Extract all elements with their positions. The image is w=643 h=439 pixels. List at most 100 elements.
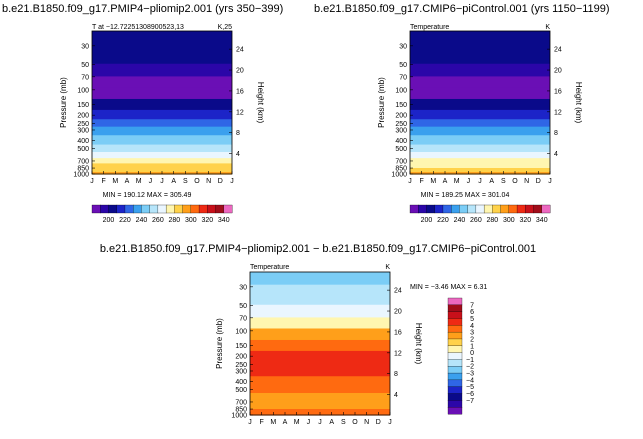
colorbar-swatch	[447, 331, 463, 340]
colorbar-swatch	[459, 204, 469, 214]
pressure-tick-label: 50	[399, 62, 407, 69]
band-150mb	[410, 98, 550, 111]
colorbar-label: 340	[536, 217, 548, 224]
y-axis-label: Pressure (mb)	[377, 77, 386, 128]
colorbar-swatch	[533, 204, 543, 214]
colorbar-label: 6	[470, 309, 474, 316]
height-tick-label: 12	[236, 109, 244, 116]
band-20mb	[250, 272, 390, 286]
colorbar-swatch	[124, 204, 134, 214]
colorbar-swatch	[447, 297, 463, 306]
colorbar-swatch	[434, 204, 444, 214]
height-tick-label: 4	[554, 151, 558, 158]
band-200mb	[410, 109, 550, 120]
colorbar-swatch	[198, 204, 208, 214]
month-tick-label: J	[467, 178, 471, 185]
band-60mb	[92, 63, 232, 78]
colorbar-label: 300	[503, 217, 515, 224]
month-tick-label: A	[329, 419, 334, 426]
colorbar-label: 200	[421, 217, 433, 224]
month-tick-label: D	[376, 419, 381, 426]
band-40mb	[92, 43, 232, 65]
colorbar-label: 3	[470, 330, 474, 337]
height-tick-label: 4	[236, 151, 240, 158]
month-tick-label: M	[430, 178, 436, 185]
month-tick-label: A	[171, 178, 176, 185]
height-tick-label: 16	[394, 329, 402, 336]
min-max-stats: MIN = 190.12 MAX = 305.49	[103, 192, 192, 199]
min-max-stats: MIN = 189.25 MAX = 301.04	[421, 192, 510, 199]
y-axis-label: Pressure (mb)	[59, 77, 68, 128]
pressure-tick-label: 400	[235, 379, 247, 386]
month-tick-label: J	[307, 419, 311, 426]
colorbar-label: 240	[454, 217, 466, 224]
month-tick-label: J	[478, 178, 482, 185]
month-tick-label: A	[443, 178, 448, 185]
pressure-tick-label: 300	[395, 127, 407, 134]
colorbar-swatch	[447, 345, 463, 354]
pressure-tick-label: 500	[395, 146, 407, 153]
colorbar: 200 220 240 260 280 300 320 340	[409, 204, 551, 224]
height-tick-label: 24	[394, 288, 402, 295]
colorbar-swatch	[447, 338, 463, 347]
panel-difference: b.e21.B1850.f09_g17.PMIP4−pliomip2.001 −…	[100, 243, 536, 426]
colorbar-swatch	[141, 204, 151, 214]
panel-subtitle-left: T at −12.72251308900523,13	[92, 24, 184, 31]
month-tick-label: A	[283, 419, 288, 426]
pressure-tick-label: 1000	[73, 172, 89, 179]
pressure-tick-label: 50	[81, 62, 89, 69]
pressure-tick-label: 250	[395, 121, 407, 128]
panel-subtitle-left: Temperature	[250, 264, 289, 271]
band-250mb	[250, 360, 390, 369]
height-tick-label: 8	[394, 371, 398, 378]
colorbar-swatch	[447, 304, 463, 313]
pressure-tick-label: 400	[395, 138, 407, 145]
colorbar-swatch	[467, 204, 477, 214]
month-tick-label: S	[183, 178, 188, 185]
band-200mb	[92, 109, 232, 120]
band-110mb	[250, 328, 390, 341]
colorbar-label: 220	[119, 217, 131, 224]
colorbar-label: 220	[437, 217, 449, 224]
month-tick-label: N	[206, 178, 211, 185]
band-40mb	[410, 43, 550, 65]
month-tick-label: O	[512, 178, 518, 185]
month-tick-label: A	[489, 178, 494, 185]
panel-title: b.e21.B1850.f09_g17.PMIP4−pliomip2.001 (…	[2, 3, 283, 15]
panel-subtitle-right: K,25	[218, 24, 233, 31]
colorbar-swatch	[447, 393, 463, 401]
pressure-tick-label: 850	[395, 166, 407, 173]
month-tick-label: J	[90, 178, 94, 185]
band-500mb	[410, 144, 550, 153]
colorbar-swatch	[149, 204, 159, 214]
band-800mb	[250, 404, 390, 410]
height-tick-label: 12	[554, 109, 562, 116]
colorbar-label: −1	[466, 357, 474, 364]
month-tick-label: F	[102, 178, 106, 185]
pressure-tick-label: 200	[395, 113, 407, 120]
pressure-tick-label: 300	[235, 368, 247, 375]
colorbar-swatch	[541, 204, 551, 214]
pressure-tick-label: 300	[77, 127, 89, 134]
colorbar-label: 7	[470, 302, 474, 309]
colorbar-label: 5	[470, 316, 474, 323]
colorbar-label: −3	[466, 371, 474, 378]
band-400mb	[92, 135, 232, 146]
colorbar-label: 4	[470, 323, 474, 330]
band-300mb	[250, 367, 390, 377]
colorbar-swatch	[108, 204, 118, 214]
y-axis-right-label: Height (km)	[574, 82, 583, 124]
pressure-tick-label: 30	[399, 43, 407, 50]
colorbar-label: 280	[487, 217, 499, 224]
y-axis-label: Pressure (mb)	[215, 318, 224, 369]
colorbar-swatch	[451, 204, 460, 214]
month-tick-label: M	[136, 178, 142, 185]
panel-pliomip2: b.e21.B1850.f09_g17.PMIP4−pliomip2.001 (…	[2, 3, 283, 224]
month-tick-label: N	[524, 178, 529, 185]
month-tick-label: O	[194, 178, 200, 185]
month-tick-label: M	[294, 419, 300, 426]
pressure-tick-label: 100	[395, 87, 407, 94]
